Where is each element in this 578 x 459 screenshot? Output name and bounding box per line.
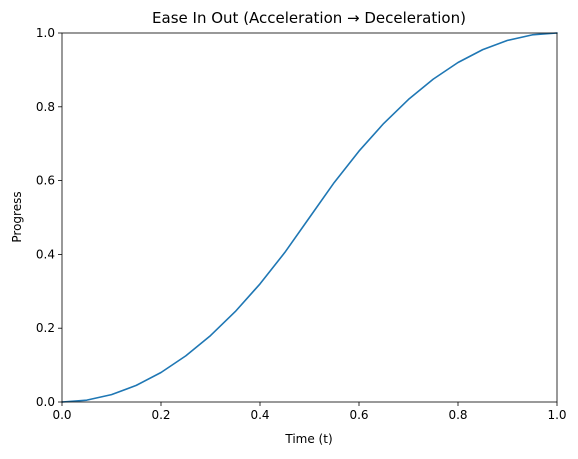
x-tick-label: 0.0 (52, 408, 71, 422)
y-tick-label: 1.0 (36, 26, 55, 40)
x-axis-label: Time (t) (284, 432, 332, 446)
plot-area: 0.0 0.2 0.4 0.6 0.8 1.0 0.0 0.2 0.4 0.6 0.8 1.0 (36, 26, 567, 422)
x-tick-label: 1.0 (547, 408, 566, 422)
y-axis-label: Progress (10, 191, 24, 242)
x-tick-label: 0.4 (250, 408, 269, 422)
x-tick-label: 0.8 (448, 408, 467, 422)
y-tick-label: 0.8 (36, 100, 55, 114)
y-tick-label: 0.2 (36, 321, 55, 335)
chart-title: Ease In Out (Acceleration → Deceleration… (152, 9, 466, 27)
y-tick-label: 0.4 (36, 247, 55, 261)
x-tick-label: 0.6 (349, 408, 368, 422)
y-tick-label: 0.0 (36, 395, 55, 409)
y-tick-label: 0.6 (36, 174, 55, 188)
series-line-0 (61, 32, 558, 403)
axes-frame (61, 32, 558, 403)
x-tick-label: 0.2 (151, 408, 170, 422)
